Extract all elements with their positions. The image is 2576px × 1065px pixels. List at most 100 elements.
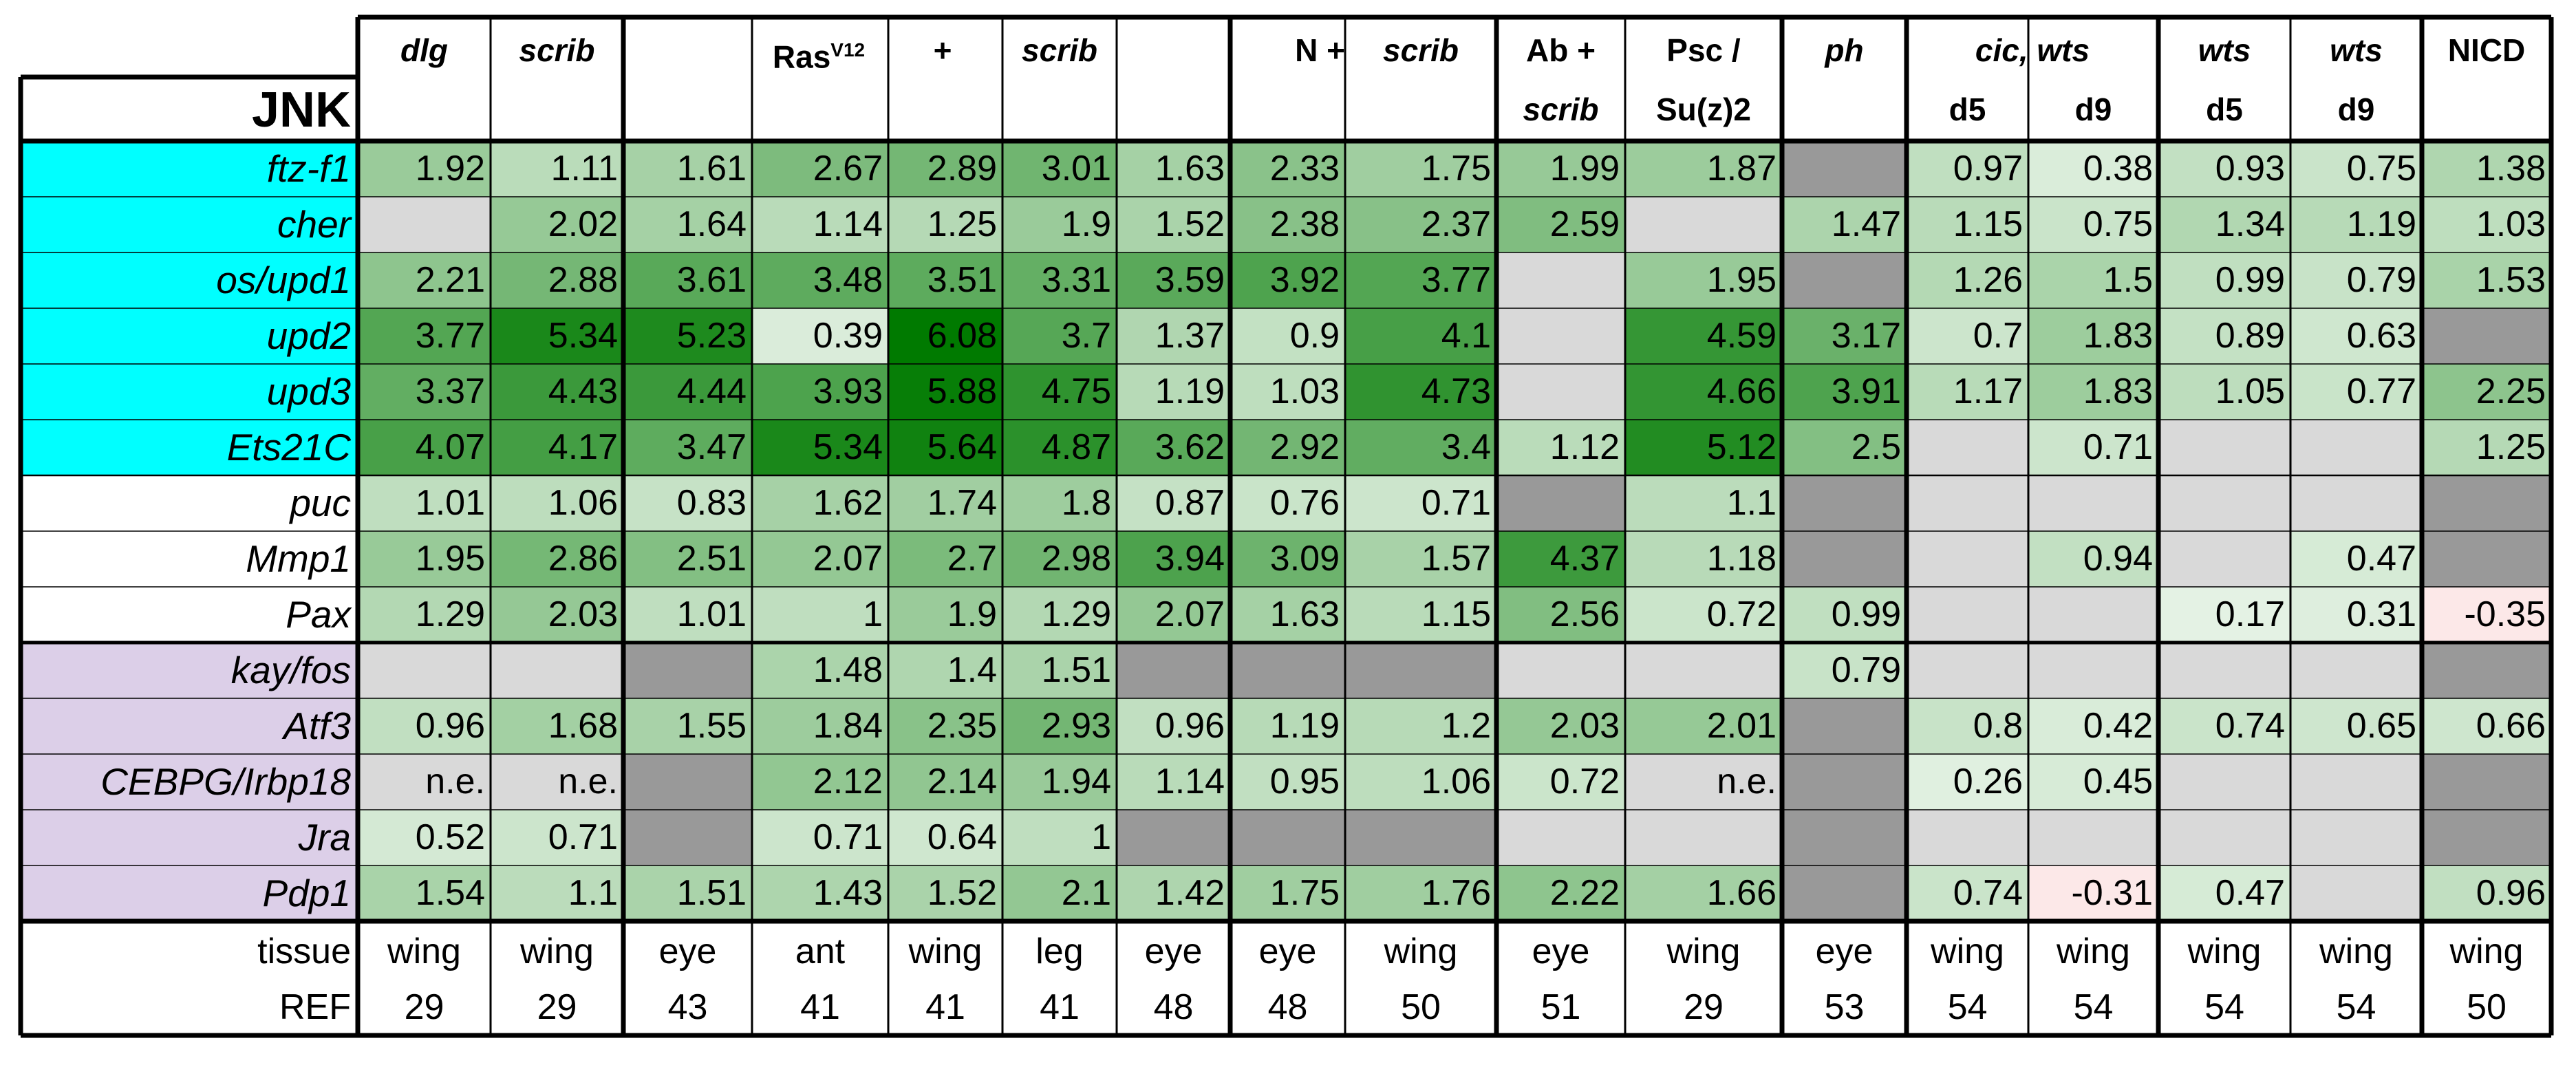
cell-value: 1.1 [1726,483,1777,523]
cell-value: 1.05 [2215,372,2285,411]
heat-cell [623,810,752,865]
heat-cell [2158,420,2290,475]
heat-cell [2158,475,2290,531]
header-psc-bottom: Su(z)2 [1656,92,1751,127]
cell-value: 1.52 [1155,204,1225,244]
cell-value: 2.56 [1549,594,1620,634]
cell-value: 0.17 [2215,594,2285,634]
heat-cell [623,197,752,252]
heat-cell [491,420,623,475]
cell-value: 3.01 [1041,149,1111,189]
heat-cell [1496,420,1625,475]
heat-cell [1625,364,1782,420]
heat-cell [623,364,752,420]
heat-cell [2290,252,2422,308]
cell-value: 2.88 [548,260,618,300]
heat-cell [1117,643,1230,698]
header-ab-top: Ab + [1526,32,1596,68]
cell-value: 2.07 [1155,594,1225,634]
cell-value: 1.06 [548,483,618,523]
heat-cell [1230,643,1345,698]
row-label-bg [21,754,358,810]
heat-cell [752,698,888,754]
header-nicd-top: NICD [2447,32,2526,68]
heat-cell [1345,754,1496,810]
heat-cell [1907,865,2028,921]
heat-cell [358,754,491,810]
cell-value: 4.37 [1549,539,1620,579]
row-label-bg [21,643,358,698]
heat-cell [1782,587,1907,643]
cell-value: 2.93 [1041,706,1111,746]
heat-cell [623,420,752,475]
footer-tissue-label: tissue [257,932,351,971]
cell-value: 2.37 [1421,204,1491,244]
footer-ref: 29 [537,987,577,1027]
footer-ref-label: REF [279,987,351,1027]
heat-cell [491,475,623,531]
heat-cell [2028,587,2158,643]
footer-ref: 41 [925,987,965,1027]
heat-cell [1782,420,1907,475]
heat-cell [1907,197,2028,252]
gene-label: Mmp1 [246,537,351,580]
cell-value: 1.17 [1953,372,2023,411]
heat-cell [1117,252,1230,308]
heat-cell [752,531,888,587]
heat-cell [888,810,1002,865]
cell-value: 2.89 [927,149,997,189]
cell-value: 0.52 [415,817,485,857]
heat-cell [1117,754,1230,810]
header-ras-label: Ras [772,39,831,75]
heat-cell [2290,810,2422,865]
heat-cell [1117,475,1230,531]
heat-cell [1496,587,1625,643]
cell-value: 0.79 [1831,650,1901,690]
header-ras-sup: V12 [830,39,866,61]
cell-value: 0.75 [2346,149,2416,189]
footer-ref: 41 [800,987,840,1027]
heat-cell [1117,141,1230,197]
cell-value: 1.83 [2083,372,2153,411]
cell-value: 4.07 [415,427,485,467]
heat-cell [752,587,888,643]
cell-value: 1 [1091,817,1111,857]
heat-cell [2028,364,2158,420]
cell-value: 5.34 [548,316,618,356]
cell-value: 1.4 [947,650,997,690]
cell-value: 1.14 [813,204,883,244]
heat-cell [2422,308,2551,364]
header-wts-d9: d9 [2337,92,2375,127]
cell-value: 0.95 [1269,762,1340,802]
heat-cell [2158,865,2290,921]
heat-cell [888,754,1002,810]
heat-cell [1002,643,1117,698]
heat-cell [1782,531,1907,587]
row-label-bg [21,420,358,475]
cell-value: 0.64 [927,817,997,857]
heat-cell [491,754,623,810]
cell-value: 0.76 [1269,483,1340,523]
heat-cell [1002,531,1117,587]
heat-cell [1230,865,1345,921]
cell-value: 1.19 [2346,204,2416,244]
heat-cell [2422,643,2551,698]
gene-label: Pax [286,593,351,636]
heat-cell [358,197,491,252]
footer-ref: 50 [1401,987,1441,1027]
gene-label: os/upd1 [216,259,351,301]
header-n-extra: scrib [1383,32,1459,68]
heat-cell [1782,308,1907,364]
heat-cell [2290,197,2422,252]
cell-value: 0.8 [1973,706,2023,746]
heat-cell [2028,643,2158,698]
footer-tissue: ant [795,932,846,971]
heat-cell [1625,420,1782,475]
header-wts-d5: d5 [2206,92,2243,127]
row-label-bg [21,531,358,587]
heat-cell [2422,754,2551,810]
cell-value: 0.74 [2215,706,2285,746]
heat-cell [1625,252,1782,308]
heat-cell [752,643,888,698]
heat-cell [2290,141,2422,197]
